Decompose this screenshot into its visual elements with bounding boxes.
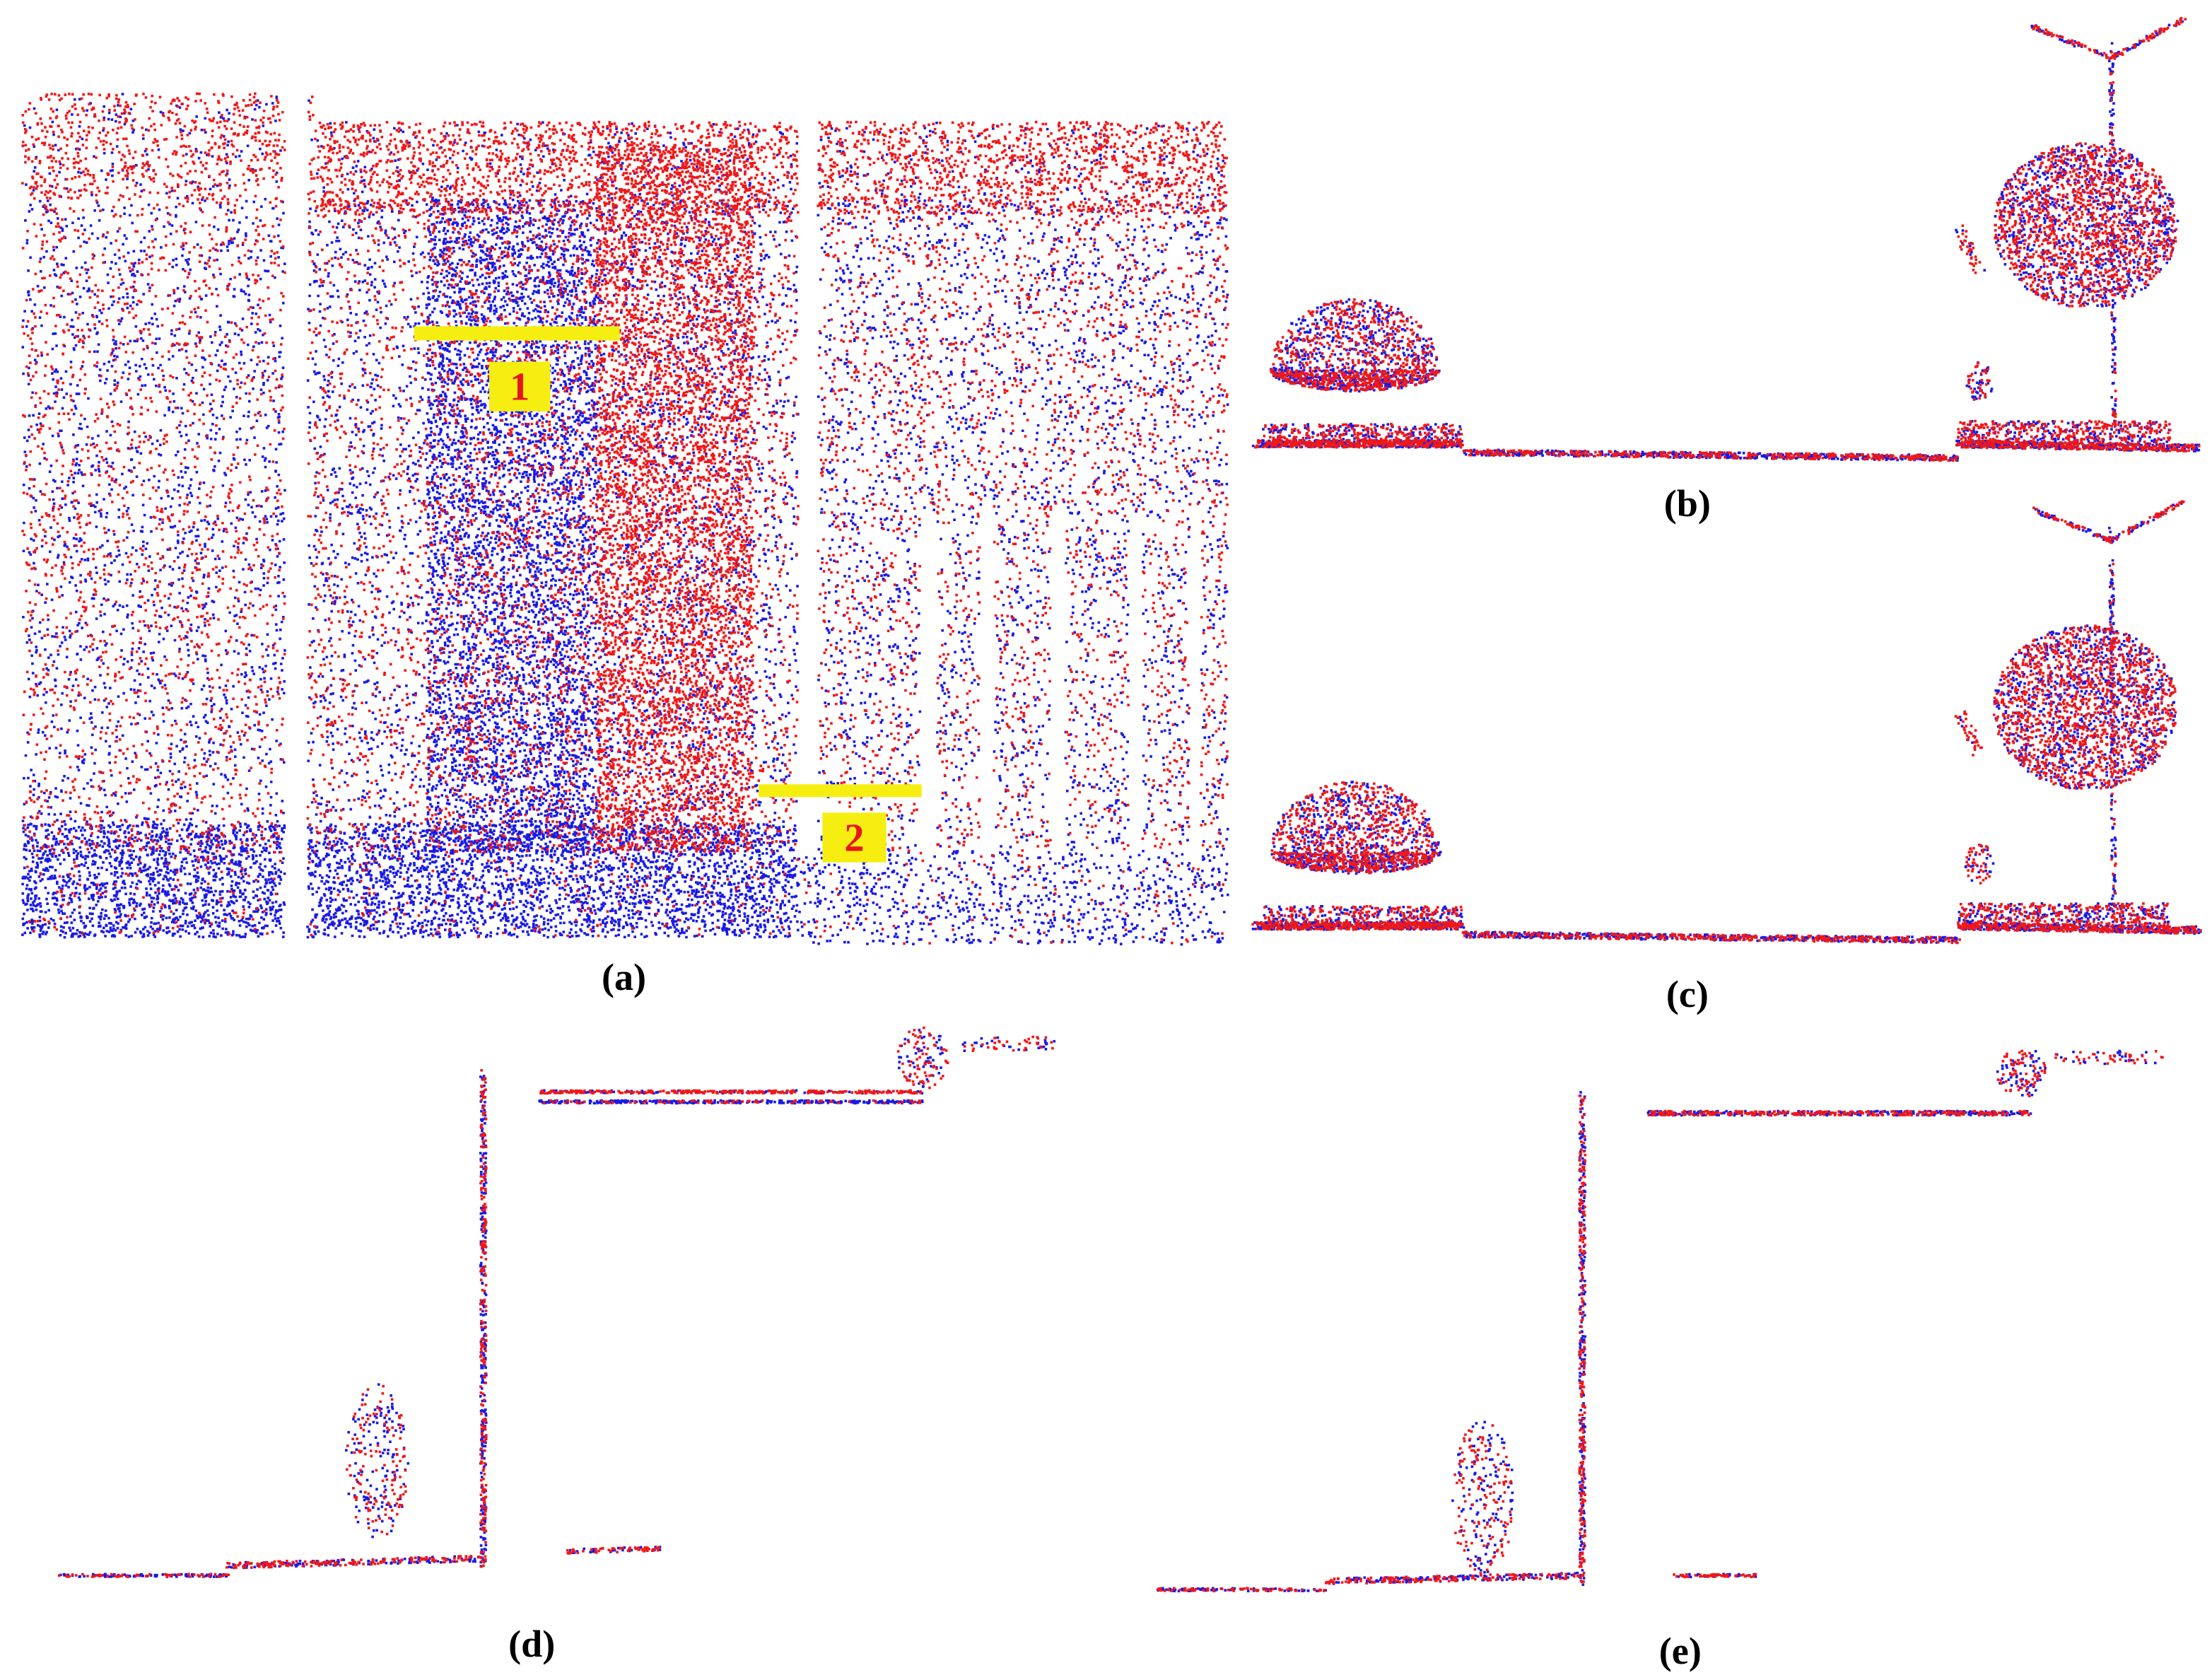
- marker-box: [822, 812, 886, 863]
- panel-label: (e): [1659, 1630, 1702, 1672]
- marker-label: 2: [844, 817, 864, 860]
- point-cloud: [21, 18, 2202, 1593]
- section-line: [414, 326, 620, 341]
- panel-label: (d): [508, 1623, 555, 1665]
- point-clouds: [21, 16, 2202, 1593]
- panel-label: (c): [1666, 973, 1709, 1015]
- marker-label: 1: [510, 366, 529, 409]
- panel-label: (b): [1664, 482, 1711, 525]
- section-line: [759, 784, 922, 798]
- panel-label: (a): [602, 956, 646, 998]
- marker-box: [488, 361, 551, 412]
